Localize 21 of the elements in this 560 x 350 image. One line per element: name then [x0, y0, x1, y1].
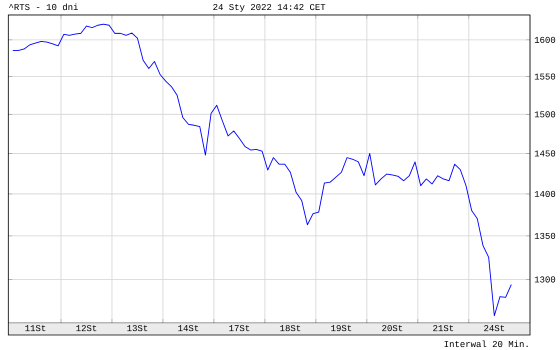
- chart-title: ^RTS - 10 dni: [9, 3, 78, 10]
- y-tick-label: 1550: [534, 73, 556, 80]
- x-tick-label: 11St: [25, 325, 46, 332]
- x-tick-label: 21St: [433, 325, 454, 332]
- chart-subtitle: 24 Sty 2022 14:42 CET: [213, 4, 326, 12]
- x-tick-label: 14St: [178, 325, 198, 332]
- line-series: [12, 24, 512, 316]
- x-tick-label: 19St: [331, 325, 352, 332]
- y-tick-label: 1300: [534, 276, 556, 283]
- y-tick-label: 1450: [534, 150, 556, 156]
- y-tick-label: 1600: [534, 36, 556, 43]
- text: Interwal 20 Min.: [444, 340, 528, 348]
- x-tick-label: 24St: [484, 325, 504, 332]
- x-tick-label: 20St: [382, 325, 402, 332]
- y-tick-label: 1350: [534, 232, 556, 239]
- x-tick-label: 12St: [76, 325, 96, 332]
- x-tick-label: 18St: [280, 325, 300, 332]
- x-tick-label: 17St: [229, 325, 250, 332]
- y-tick-label: 1400: [534, 190, 556, 198]
- x-tick-label: 13St: [127, 325, 148, 332]
- y-tick-label: 1500: [534, 111, 556, 118]
